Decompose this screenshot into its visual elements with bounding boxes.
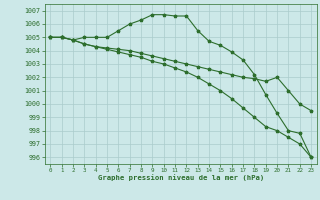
X-axis label: Graphe pression niveau de la mer (hPa): Graphe pression niveau de la mer (hPa) bbox=[98, 175, 264, 181]
